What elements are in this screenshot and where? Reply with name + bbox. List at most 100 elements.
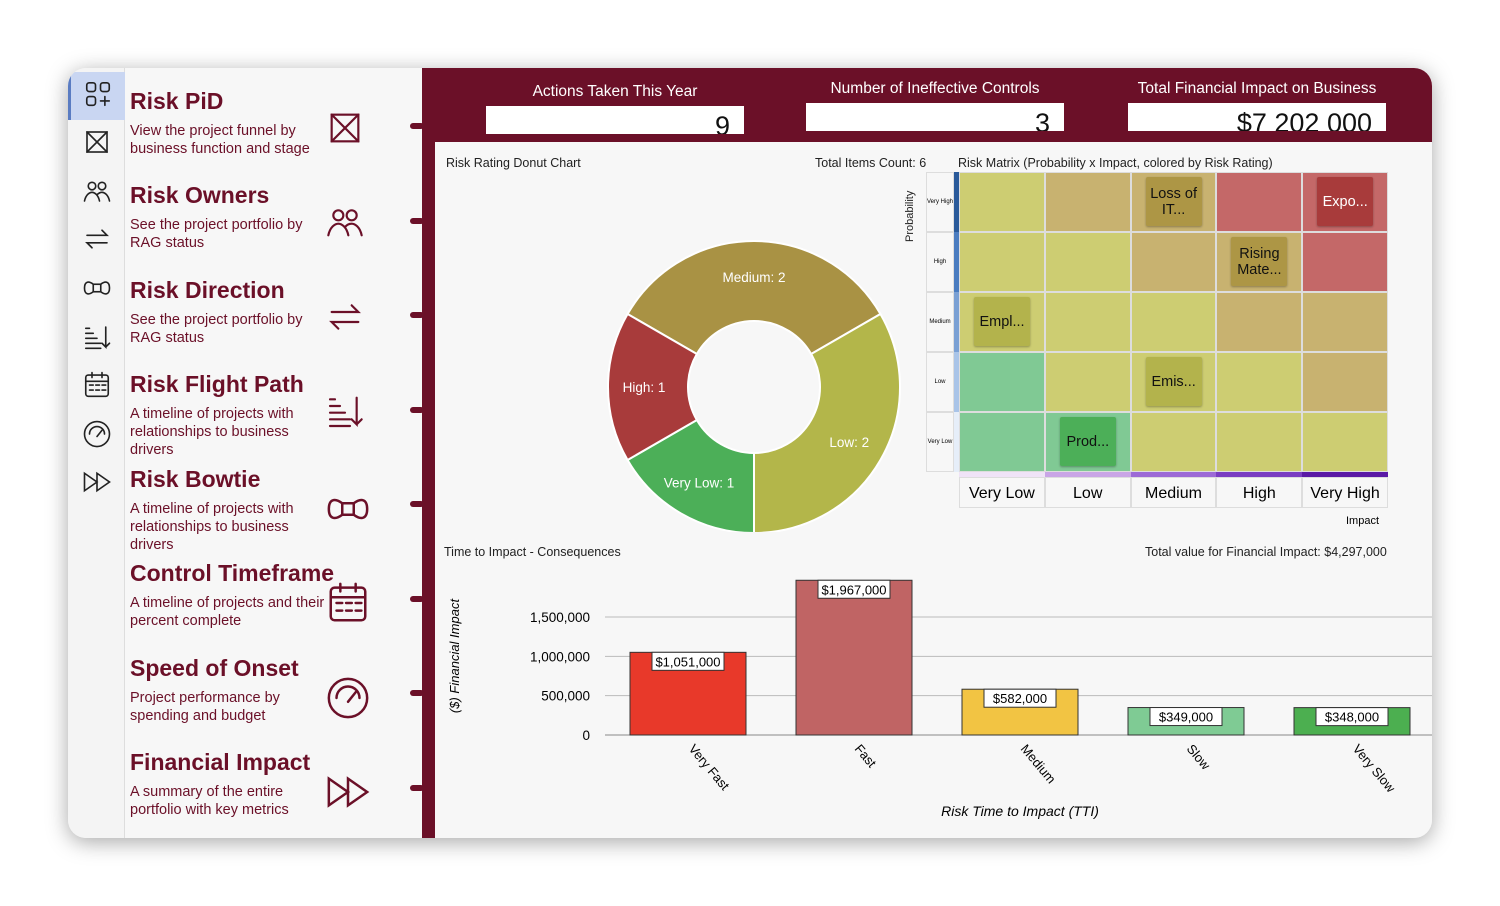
matrix-risk-item[interactable]: Rising Mate... [1231,237,1288,286]
iconbar-button-people[interactable] [68,169,125,217]
kpi-label: Actions Taken This Year [532,83,698,100]
matrix-cell[interactable] [959,352,1045,412]
matrix-row-label: Low [926,352,954,412]
menu-item-desc: Project performance by spending and budg… [130,690,280,724]
matrix-cell[interactable] [959,172,1045,232]
iconbar-button-calendar[interactable] [68,364,125,412]
dashboard-main: Risk Rating Donut Chart Total Items Coun… [435,142,1432,838]
matrix-cell[interactable] [1216,352,1303,412]
menu-item-risk-pid[interactable]: Risk PiD View the project funnel by busin… [130,88,420,158]
network-box-icon [82,127,112,162]
matrix-cell[interactable] [959,412,1045,472]
iconbar-button-arrows-swap[interactable] [68,218,125,266]
y-tick-label: 500,000 [541,689,590,704]
menu-item-desc: See the project portfolio by RAG status [130,217,303,251]
timeline-tick [410,217,424,224]
matrix-cell[interactable] [1216,412,1303,472]
menu-item-risk-bowtie[interactable]: Risk Bowtie A timeline of projects with r… [130,466,420,554]
menu-item-risk-owners[interactable]: Risk Owners See the project portfolio by … [130,182,420,252]
donut-slice-high[interactable] [607,312,699,462]
matrix-cell[interactable] [1216,292,1303,352]
matrix-col-label: Medium [1130,477,1217,508]
iconbar-button-fast-forward[interactable] [68,461,125,509]
bar-medium[interactable] [961,688,1079,736]
matrix-col-label: Low [1044,477,1131,508]
matrix-cell[interactable] [1302,232,1388,292]
matrix-cell[interactable] [1302,352,1388,412]
menu-item-title: Financial Impact [130,749,311,775]
bar-data-label: $582,000 [993,691,1047,706]
donut-label: Low: 2 [829,435,869,450]
x-tick-label: Very Fast [686,741,733,793]
menu-item-control-timeframe[interactable]: Control Timeframe A timeline of projects … [130,560,420,630]
matrix-risk-item[interactable]: Expo... [1317,177,1374,226]
bar-data-label: $1,967,000 [821,582,886,597]
arrows-swap-icon [82,224,112,259]
donut-chart: Medium: 2 Low: 2 Very Low: 1 High: 1 [607,240,901,532]
iconbar-button-bowtie[interactable] [68,266,125,314]
fast-forward-icon [325,769,371,820]
icon-sidebar [68,68,125,838]
donut-label: Very Low: 1 [664,475,735,490]
matrix-cell[interactable] [1044,352,1131,412]
menu-item-financial-impact[interactable]: Financial Impact A summary of the entire … [130,749,420,819]
bar-xlabel: Risk Time to Impact (TTI) [941,803,1099,819]
menu-item-risk-flight-path[interactable]: Risk Flight Path A timeline of projects w… [130,371,420,459]
timeline-tick [410,595,424,602]
sort-descending-icon [82,322,112,357]
iconbar-button-dashboard-add[interactable] [68,72,125,120]
menu-item-desc: See the project portfolio by RAG status [130,312,303,346]
matrix-row-label: High [926,232,954,292]
matrix-cell[interactable] [1044,232,1131,292]
donut-slice-very-low[interactable] [626,418,755,532]
donut-slice-medium[interactable] [626,240,882,356]
menu-item-desc: View the project funnel by business func… [130,123,310,157]
matrix-risk-item[interactable]: Empl... [974,297,1030,346]
menu-item-speed-of-onset[interactable]: Speed of Onset Project performance by spe… [130,655,420,725]
menu-item-title: Risk Owners [130,182,270,208]
kpi-value: $7 202 000 [1128,103,1386,131]
sort-descending-icon [325,391,365,436]
matrix-col-color-strip [959,472,1045,477]
menu-item-risk-direction[interactable]: Risk Direction See the project portfolio … [130,277,420,347]
kpi-value: 9 [486,106,744,134]
matrix-cell[interactable] [1302,412,1388,472]
matrix-col-color-strip [1216,472,1303,477]
bar-data-label-box [1149,707,1223,727]
matrix-cell[interactable] [1216,172,1303,232]
timeline-tick [410,690,424,696]
divider-strip [422,68,435,838]
matrix-cell[interactable] [1130,292,1217,352]
donut-slice-low[interactable] [753,312,901,532]
gauge-icon [325,675,371,726]
donut-total: Total Items Count: 6 [815,156,927,170]
matrix-cell[interactable] [1302,292,1388,352]
bar-data-label: $1,051,000 [655,654,720,669]
matrix-risk-item[interactable]: Loss of IT... [1145,177,1202,226]
matrix-col-label: Very High [1302,477,1388,508]
matrix-col-color-strip [1302,472,1388,477]
matrix-risk-item[interactable]: Emis... [1145,357,1202,406]
matrix-cell[interactable] [1044,292,1131,352]
matrix-risk-item[interactable]: Prod... [1059,417,1116,466]
menu-item-title: Speed of Onset [130,655,299,681]
bar-data-label-box [817,579,891,599]
iconbar-button-network-box[interactable] [68,121,125,169]
kpi-financial-impact: Total Financial Impact on Business $7 202… [1128,80,1386,131]
iconbar-button-sort-descending[interactable] [68,315,125,363]
kpi-label: Number of Ineffective Controls [830,80,1040,97]
matrix-col-label: Very Low [959,477,1045,508]
bar-fast[interactable] [795,579,913,736]
matrix-cell[interactable] [1044,172,1131,232]
iconbar-button-gauge[interactable] [68,412,125,460]
matrix-cell[interactable] [959,232,1045,292]
timeline-tick [410,312,424,318]
matrix-row-label: Medium [926,292,954,352]
matrix-cell[interactable] [1130,412,1217,472]
matrix-xlabel: Impact [1346,515,1380,527]
kpi-header: Actions Taken This Year 9 Number of Ineff… [422,68,1432,142]
y-tick-label: 1,500,000 [530,610,590,625]
y-tick-label: 1,000,000 [530,649,590,664]
matrix-cell[interactable] [1130,232,1217,292]
timeline-tick [410,406,424,413]
